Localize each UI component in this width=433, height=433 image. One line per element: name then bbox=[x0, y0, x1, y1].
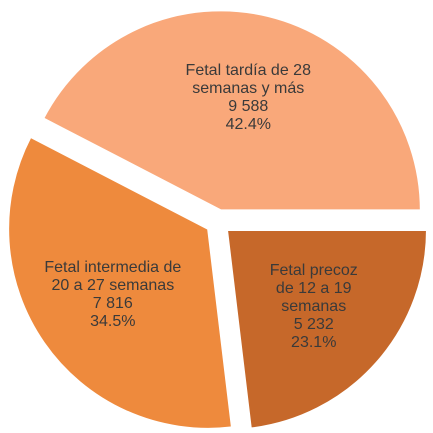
pie-slice bbox=[7, 135, 234, 430]
count-label: 9 588 bbox=[228, 97, 269, 115]
category-label: Fetal precoz de 12 a 19 semanas bbox=[269, 261, 358, 315]
category-label: Fetal intermedia de 20 a 27 semanas bbox=[44, 258, 182, 294]
slice-label: Fetal tardía de 28 semanas y más 9 588 42.… bbox=[163, 62, 333, 134]
percent-label: 42.4% bbox=[225, 115, 271, 133]
pie-slice bbox=[225, 228, 428, 430]
pie-slice bbox=[41, 9, 422, 212]
count-label: 7 816 bbox=[92, 294, 133, 312]
slice-label: Fetal precoz de 12 a 19 semanas 5 232 23.1… bbox=[259, 262, 369, 352]
percent-label: 23.1% bbox=[291, 333, 337, 351]
category-label: Fetal tardía de 28 semanas y más bbox=[185, 61, 311, 97]
count-label: 5 232 bbox=[293, 315, 334, 333]
slice-label: Fetal intermedia de 20 a 27 semanas 7 816… bbox=[38, 259, 188, 331]
percent-label: 34.5% bbox=[90, 312, 136, 330]
